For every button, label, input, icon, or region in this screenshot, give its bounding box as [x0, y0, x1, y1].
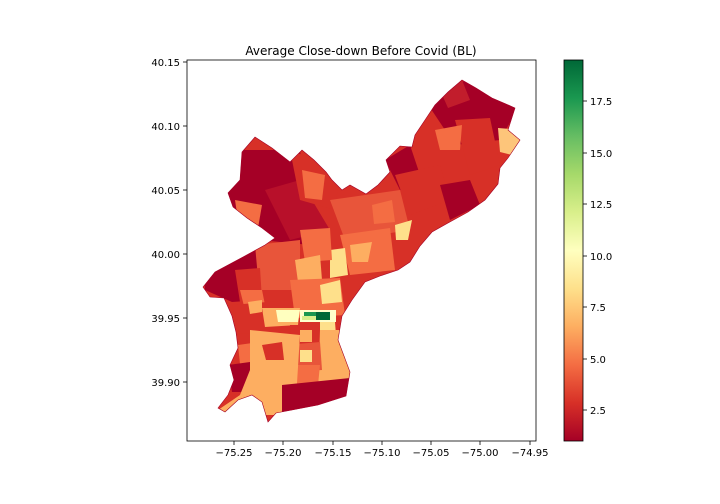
y-tick-label: 40.05 [151, 186, 180, 197]
colorbar-tick: 2.5 [583, 406, 606, 417]
colorbar-tick-label: 2.5 [590, 406, 606, 417]
x-tick-label: −75.05 [412, 448, 449, 459]
x-tick: −75.20 [264, 441, 302, 459]
x-tick: −75.00 [461, 441, 499, 459]
tract-region [440, 180, 480, 220]
x-tick: −74.95 [511, 441, 549, 459]
colorbar-tick: 17.5 [583, 97, 612, 108]
x-tick: −75.10 [363, 441, 401, 459]
colorbar-tick-label: 12.5 [590, 200, 612, 211]
x-tick-label: −75.25 [215, 448, 252, 459]
colorbar-tick-label: 15.0 [590, 149, 612, 160]
colorbar-tick-label: 10.0 [590, 252, 612, 263]
tract-region [350, 242, 372, 262]
tract-region [395, 165, 450, 215]
colorbar-tick: 7.5 [583, 303, 606, 314]
y-tick-label: 40.10 [151, 122, 180, 133]
x-tick-label: −74.95 [511, 448, 548, 459]
tract-region [455, 118, 500, 175]
colorbar-tick: 5.0 [583, 355, 606, 366]
tract-region [300, 228, 332, 262]
colorbar-tick: 15.0 [583, 149, 612, 160]
tract-region [320, 280, 342, 304]
y-tick-label: 39.90 [151, 378, 180, 389]
y-axis: 39.90 39.95 40.00 40.05 40.10 40.15 [151, 58, 187, 389]
x-axis: −75.25 −75.20 −75.15 −75.10 −75.05 −75.0… [215, 441, 549, 459]
colorbar-gradient [563, 59, 584, 442]
tract-region [330, 248, 348, 278]
chart-title: Average Close-down Before Covid (BL) [245, 44, 476, 58]
colorbar-tick: 12.5 [583, 200, 612, 211]
y-tick: 40.15 [151, 58, 187, 69]
y-tick: 40.00 [151, 250, 187, 261]
x-tick: −75.15 [314, 441, 352, 459]
x-tick-label: −75.20 [264, 448, 301, 459]
y-tick: 39.95 [151, 314, 187, 325]
tract-region [300, 330, 312, 342]
y-tick-label: 40.00 [151, 250, 180, 261]
y-tick: 39.90 [151, 378, 187, 389]
tract-region [255, 240, 300, 290]
tract-region [295, 255, 322, 282]
tract-region [372, 200, 395, 224]
colorbar-tick: 10.0 [583, 252, 612, 263]
tract-region [300, 350, 312, 362]
tract-region [395, 220, 412, 240]
x-tick-label: −75.10 [363, 448, 400, 459]
colorbar-tick-label: 17.5 [590, 97, 612, 108]
tract-region [435, 125, 462, 150]
y-tick: 40.10 [151, 122, 187, 133]
tract-region [316, 312, 330, 320]
x-tick: −75.25 [215, 441, 253, 459]
tract-region [302, 316, 316, 320]
tract-region [304, 312, 318, 316]
x-tick-label: −75.15 [314, 448, 351, 459]
colorbar-tick-label: 5.0 [590, 355, 606, 366]
colorbar: 2.5 5.0 7.5 10.0 12.5 15.0 17.5 [563, 59, 612, 442]
tract-region [262, 342, 284, 360]
colorbar-tick-label: 7.5 [590, 303, 606, 314]
x-tick: −75.05 [412, 441, 450, 459]
y-tick-label: 40.15 [151, 58, 180, 69]
x-tick-label: −75.00 [461, 448, 498, 459]
tract-region [265, 180, 330, 240]
tract-region [276, 310, 300, 322]
y-tick-label: 39.95 [151, 314, 180, 325]
tract-region [248, 300, 262, 314]
y-tick: 40.05 [151, 186, 187, 197]
tract-region [302, 170, 325, 200]
